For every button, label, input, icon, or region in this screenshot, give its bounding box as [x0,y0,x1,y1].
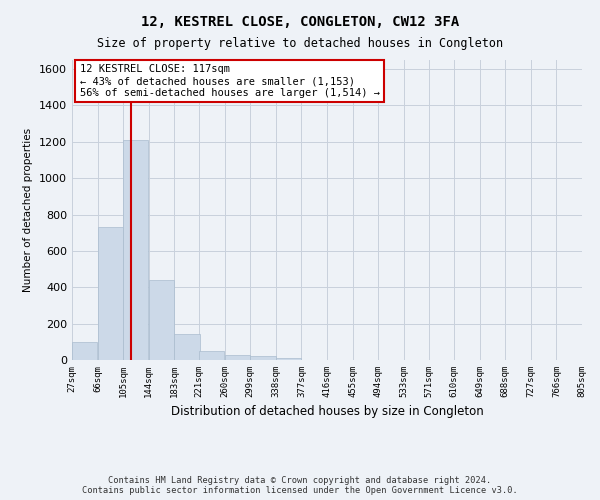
Text: Size of property relative to detached houses in Congleton: Size of property relative to detached ho… [97,38,503,51]
Bar [174,334,199,360]
Bar [199,351,224,360]
Bar [123,140,148,360]
Text: 12, KESTREL CLOSE, CONGLETON, CW12 3FA: 12, KESTREL CLOSE, CONGLETON, CW12 3FA [141,15,459,29]
Bar [72,342,97,360]
Bar [225,354,250,360]
Bar [98,228,123,360]
Text: Contains HM Land Registry data © Crown copyright and database right 2024.
Contai: Contains HM Land Registry data © Crown c… [82,476,518,495]
Bar [149,280,174,360]
Text: 12 KESTREL CLOSE: 117sqm
← 43% of detached houses are smaller (1,153)
56% of sem: 12 KESTREL CLOSE: 117sqm ← 43% of detach… [80,64,380,98]
Bar [250,356,275,360]
X-axis label: Distribution of detached houses by size in Congleton: Distribution of detached houses by size … [170,406,484,418]
Y-axis label: Number of detached properties: Number of detached properties [23,128,34,292]
Bar [276,358,301,360]
